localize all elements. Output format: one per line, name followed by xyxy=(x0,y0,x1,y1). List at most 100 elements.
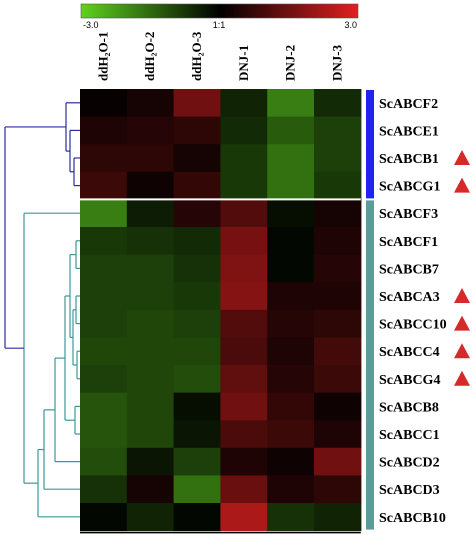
row-label: ScABCG4 xyxy=(379,373,440,388)
heatmap-cell xyxy=(314,116,362,145)
heatmap-cell xyxy=(126,420,175,449)
heatmap-cell xyxy=(173,171,221,200)
heatmap-cell xyxy=(173,116,221,145)
heatmap-cell xyxy=(80,309,128,338)
heatmap-cell xyxy=(80,227,128,256)
heatmap-cell xyxy=(80,337,128,366)
heatmap-cell xyxy=(314,171,362,200)
heatmap-cell xyxy=(267,420,315,449)
row-label: ScABCF2 xyxy=(379,97,438,112)
heatmap-cell xyxy=(80,392,128,421)
heatmap-cell xyxy=(267,503,315,532)
heatmap-cell xyxy=(173,254,221,283)
heatmap-cell xyxy=(314,199,362,228)
row-label: ScABCF1 xyxy=(379,235,438,250)
heatmap-cell xyxy=(220,365,268,394)
row-label: ScABCB1 xyxy=(379,152,439,167)
heatmap-cell xyxy=(80,171,128,200)
heatmap-cell xyxy=(126,254,175,283)
triangle-marker xyxy=(454,288,470,303)
heatmap-cell xyxy=(267,475,315,504)
heatmap-cell xyxy=(173,420,221,449)
heatmap-cell xyxy=(126,365,175,394)
heatmap-cell xyxy=(126,116,175,145)
color-scale: -3.0 1:1 3.0 xyxy=(80,3,359,30)
heatmap-cell xyxy=(173,392,221,421)
highlight-markers xyxy=(454,150,470,386)
row-label: ScABCD3 xyxy=(379,483,440,498)
row-label: ScABCC10 xyxy=(379,318,447,333)
heatmap-cell xyxy=(126,144,175,173)
row-label: ScABCC4 xyxy=(379,345,440,360)
row-label: ScABCD2 xyxy=(379,456,440,471)
heatmap-cell xyxy=(220,254,268,283)
row-label: ScABCA3 xyxy=(379,290,440,305)
heatmap-cell xyxy=(173,282,221,311)
heatmap-cell xyxy=(173,337,221,366)
heatmap-cell xyxy=(267,227,315,256)
heatmap-cell xyxy=(126,475,175,504)
heatmap-cell xyxy=(314,144,362,173)
heatmap-cell xyxy=(220,227,268,256)
row-label: ScABCB7 xyxy=(379,262,439,277)
row-dendrogram xyxy=(4,102,80,518)
heatmap-cell xyxy=(220,337,268,366)
heatmap-cell xyxy=(220,144,268,173)
heatmap-cell xyxy=(267,199,315,228)
heatmap-cell xyxy=(126,89,175,118)
heatmap-cell xyxy=(314,503,362,532)
heatmap-cell xyxy=(220,475,268,504)
heatmap-cell xyxy=(267,89,315,118)
heatmap-cell xyxy=(126,171,175,200)
scale-max-label: 3.0 xyxy=(344,20,357,30)
heatmap-cell xyxy=(173,309,221,338)
heatmap-cell xyxy=(267,282,315,311)
triangle-marker xyxy=(454,370,470,386)
heatmap-cell xyxy=(126,337,175,366)
heatmap-cell xyxy=(267,171,315,200)
heatmap-cell xyxy=(80,144,128,173)
heatmap-cell xyxy=(267,309,315,338)
heatmap-cell xyxy=(80,116,128,145)
scale-min-label: -3.0 xyxy=(83,20,99,30)
heatmap-cell xyxy=(126,227,175,256)
row-label: ScABCG1 xyxy=(379,180,440,195)
triangle-marker xyxy=(454,150,470,165)
column-label: DNJ-2 xyxy=(283,45,298,81)
heatmap-cell xyxy=(267,116,315,145)
row-label: ScABCB8 xyxy=(379,400,439,415)
column-label: DNJ-1 xyxy=(236,45,251,81)
heatmap-cell xyxy=(267,392,315,421)
heatmap-cell xyxy=(80,365,128,394)
heatmap-cell xyxy=(220,116,268,145)
heatmap-cell xyxy=(220,309,268,338)
column-label: DNJ-3 xyxy=(329,44,344,81)
color-scale-gradient xyxy=(80,3,359,19)
heatmap-cell xyxy=(126,392,175,421)
heatmap-cell xyxy=(80,420,128,449)
heatmap-cell xyxy=(173,89,221,118)
heatmap-cell xyxy=(126,309,175,338)
heatmap-cell xyxy=(126,199,175,228)
triangle-marker xyxy=(454,177,470,193)
column-labels: ddH₂O-1 ddH₂O-2 ddH₂O-3 DNJ-1 DNJ-2 DNJ-3 xyxy=(95,31,344,81)
heatmap-cell xyxy=(314,254,362,283)
heatmap-cell xyxy=(220,282,268,311)
heatmap-cell xyxy=(173,365,221,394)
heatmap-cell xyxy=(267,365,315,394)
heatmap-cell xyxy=(173,199,221,228)
column-label: ddH₂O-2 xyxy=(142,32,157,81)
heatmap-cells xyxy=(80,89,362,534)
heatmap-cell xyxy=(173,475,221,504)
heatmap-cell xyxy=(314,475,362,504)
row-labels: ScABCF2 ScABCE1 ScABCB1 ScABCG1 ScABCF3 ScABC… xyxy=(379,97,447,526)
heatmap-cell xyxy=(220,503,268,532)
triangle-marker xyxy=(454,343,470,359)
heatmap-cell xyxy=(173,144,221,173)
heatmap-cell xyxy=(314,282,362,311)
heatmap-cell xyxy=(126,503,175,532)
heatmap-cell xyxy=(173,503,221,532)
heatmap-cell xyxy=(220,420,268,449)
heatmap-cell xyxy=(80,447,128,476)
